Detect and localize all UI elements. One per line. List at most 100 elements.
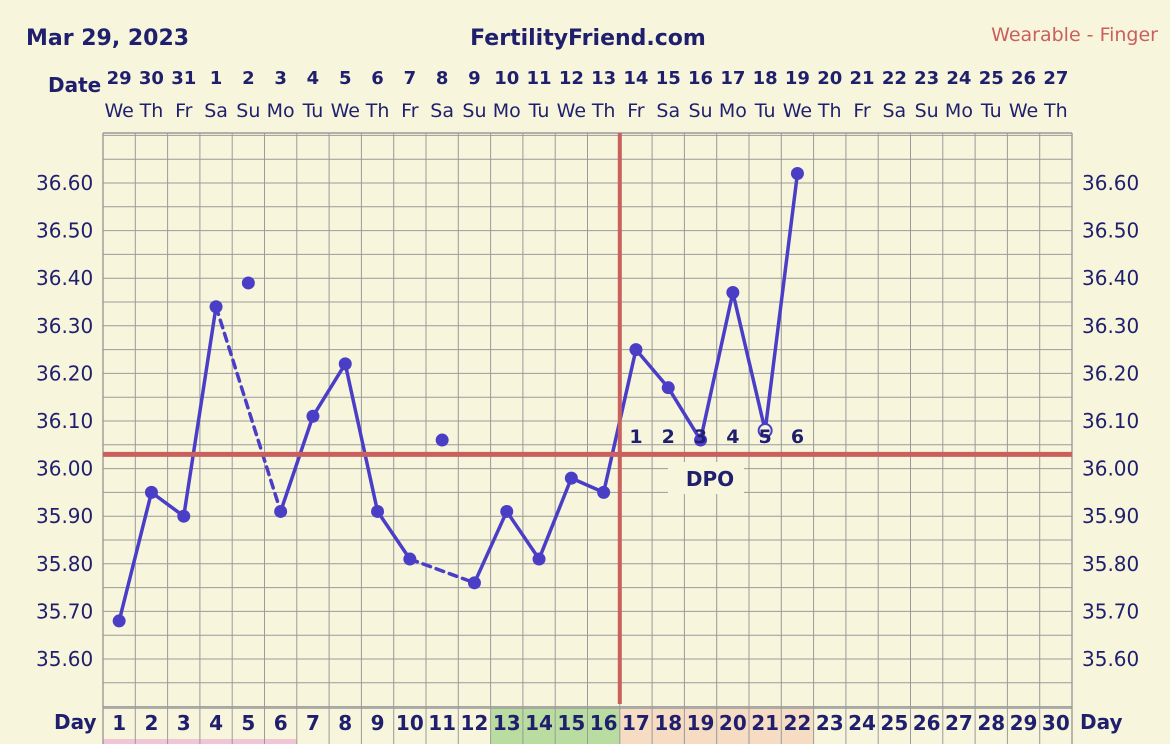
date-label: 26	[1011, 68, 1036, 89]
date-label: 16	[688, 68, 713, 89]
site-title: FertilityFriend.com	[470, 26, 706, 51]
weekday-label: Th	[1043, 100, 1068, 122]
y-tick-left: 36.10	[36, 409, 93, 433]
dpo-number: 5	[759, 426, 772, 448]
date-label: 14	[623, 68, 648, 89]
temperature-segment	[278, 414, 315, 514]
weekday-label: Th	[591, 100, 616, 122]
dpo-number: 2	[662, 426, 675, 448]
cycle-day-label: 7	[306, 711, 320, 735]
date-label: 2	[242, 68, 255, 89]
weekday-label: Sa	[204, 100, 228, 122]
weekday-label: Tu	[980, 100, 1002, 122]
y-tick-right: 36.30	[1082, 314, 1139, 338]
dpo-number: 4	[726, 426, 739, 448]
weekday-label: Tu	[754, 100, 776, 122]
date-label: 18	[753, 68, 778, 89]
temperature-lines	[117, 171, 800, 623]
date-label: 17	[720, 68, 745, 89]
temperature-segment-dashed	[408, 557, 477, 585]
day-cell-highlight	[555, 708, 588, 744]
weekday-label: Mo	[719, 100, 747, 122]
y-tick-left: 35.70	[36, 599, 93, 623]
weekday-label: Tu	[528, 100, 550, 122]
weekday-label: Fr	[401, 100, 419, 122]
date-label: 3	[274, 68, 287, 89]
y-tick-left: 36.30	[36, 314, 93, 338]
weekday-label: Mo	[267, 100, 295, 122]
y-tick-left: 36.40	[36, 266, 93, 290]
cycle-day-label: 2	[144, 711, 158, 735]
cycle-day-label: 5	[241, 711, 255, 735]
coverline-group: DPO	[103, 133, 1072, 704]
y-tick-right: 35.60	[1082, 647, 1139, 671]
weekday-label: We	[557, 100, 586, 122]
day-cell-highlight	[652, 708, 685, 744]
date-label: 4	[307, 68, 320, 89]
cycle-day-label: 11	[428, 711, 456, 735]
temperature-segment	[763, 171, 800, 433]
day-cell-highlight	[684, 708, 717, 744]
cycle-day-label: 27	[945, 711, 973, 735]
temperature-point	[726, 285, 740, 299]
temperature-segment	[343, 362, 380, 514]
cycle-day-label: 6	[274, 711, 288, 735]
chart-date: Mar 29, 2023	[26, 26, 189, 51]
cycle-day-label: 9	[371, 711, 385, 735]
date-label: 20	[817, 68, 842, 89]
temperature-point	[209, 300, 223, 314]
temperature-point	[597, 485, 611, 499]
weekday-label: Th	[817, 100, 842, 122]
cycle-day-label: 29	[1010, 711, 1038, 735]
date-label: 27	[1043, 68, 1068, 89]
weekday-label: Sa	[882, 100, 906, 122]
day-cell-highlight	[749, 708, 782, 744]
cycle-day-label: 21	[751, 711, 779, 735]
y-tick-left: 36.00	[36, 457, 93, 481]
dpo-number: 3	[694, 426, 707, 448]
grid-lines	[102, 132, 1073, 744]
temperature-point	[177, 509, 191, 523]
date-label: 21	[850, 68, 875, 89]
temperature-segment	[634, 347, 670, 390]
day-cell-highlight	[522, 708, 556, 744]
temperature-point	[790, 166, 804, 180]
temperature-point	[564, 471, 578, 485]
y-tick-left: 35.90	[36, 504, 93, 528]
date-label: 9	[468, 68, 481, 89]
temperature-point	[306, 409, 320, 423]
temperature-segment	[731, 290, 767, 433]
temperature-segment	[182, 305, 218, 518]
y-tick-right: 36.20	[1082, 361, 1139, 385]
day-row-backgrounds	[103, 708, 814, 744]
cycle-day-label: 4	[209, 711, 223, 735]
dpo-number: 1	[629, 426, 642, 448]
y-tick-left: 36.50	[36, 219, 93, 243]
weekday-label: Fr	[175, 100, 193, 122]
temperature-point	[500, 504, 514, 518]
y-tick-left: 36.60	[36, 171, 93, 195]
day-row-label-left: Day	[54, 710, 97, 734]
dpo-label: DPO	[686, 467, 734, 491]
y-tick-left: 36.20	[36, 361, 93, 385]
cycle-day-label: 18	[654, 711, 682, 735]
temperature-point	[467, 576, 481, 590]
temperature-point	[403, 552, 417, 566]
weekday-label: We	[1009, 100, 1038, 122]
weekday-label: Su	[462, 100, 486, 122]
date-label: 19	[785, 68, 810, 89]
date-label: 6	[371, 68, 384, 89]
temperature-segment-dashed	[214, 305, 283, 514]
temperature-point	[338, 357, 352, 371]
cycle-day-label: 13	[493, 711, 521, 735]
cycle-day-label: 26	[913, 711, 941, 735]
temperature-point	[532, 552, 546, 566]
temperature-segment	[375, 509, 412, 561]
date-label: 30	[139, 68, 164, 89]
day-cell-highlight	[716, 708, 749, 744]
date-label: 5	[339, 68, 352, 89]
cycle-day-label: 20	[719, 711, 747, 735]
y-tick-right: 35.90	[1082, 504, 1139, 528]
